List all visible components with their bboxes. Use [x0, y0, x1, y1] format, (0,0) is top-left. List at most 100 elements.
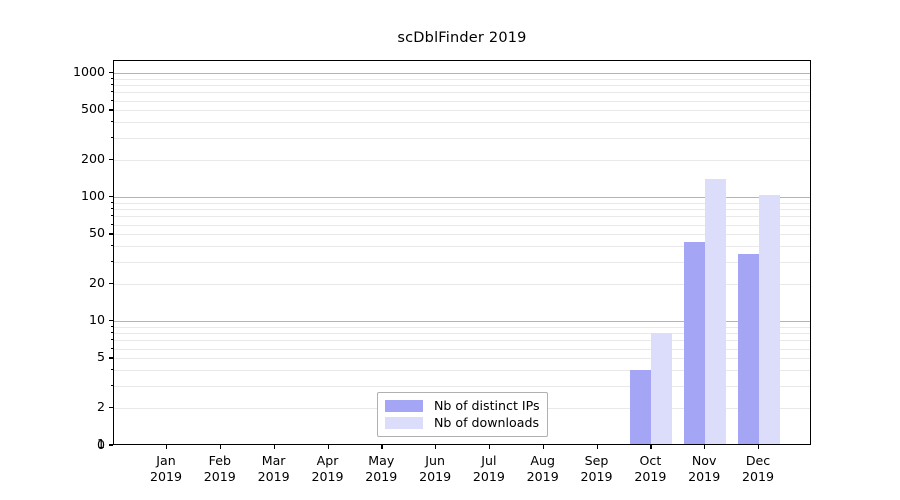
y-axis-minor-tick-mark — [110, 260, 113, 262]
x-axis-tick-label: Apr 2019 — [298, 453, 358, 484]
chart-legend: Nb of distinct IPs Nb of downloads — [377, 392, 548, 437]
x-tick-month: Jan — [156, 453, 176, 468]
y-axis-minor-tick-mark — [110, 339, 113, 341]
y-axis-minor-tick-mark — [110, 91, 113, 93]
x-axis-tick-mark — [435, 445, 437, 449]
y-axis-minor-tick-mark — [110, 223, 113, 225]
x-tick-year: 2019 — [149, 468, 183, 484]
y-axis-tick-label: 0 — [96, 437, 105, 452]
x-tick-year: 2019 — [419, 468, 452, 484]
gridline-minor — [114, 370, 810, 372]
bar-downloads — [759, 195, 780, 444]
gridline-minor — [114, 159, 810, 161]
gridline-major — [114, 73, 810, 74]
chart-title: scDblFinder 2019 — [397, 30, 527, 46]
y-axis-tick-label: 1000 — [72, 64, 105, 79]
x-axis-tick-mark — [650, 445, 652, 449]
gridline-minor — [114, 246, 810, 248]
x-tick-year: 2019 — [526, 468, 559, 484]
x-tick-month: Nov — [691, 453, 717, 468]
x-tick-year: 2019 — [257, 468, 290, 484]
y-axis-minor-tick-mark — [110, 369, 113, 371]
y-axis-tick-mark — [109, 282, 113, 284]
x-tick-month: Apr — [316, 453, 339, 468]
bar-distinct-ips — [738, 253, 759, 444]
gridline-minor — [114, 340, 810, 342]
y-axis-tick-mark — [109, 72, 113, 74]
legend-item: Nb of distinct IPs — [385, 397, 540, 414]
y-axis-tick-mark — [109, 233, 113, 235]
x-axis-tick-label: May 2019 — [351, 453, 411, 484]
x-axis-tick-label: Jul 2019 — [459, 453, 519, 484]
y-axis-tick-label: 2 — [96, 398, 105, 414]
gridline-minor — [114, 234, 810, 236]
y-axis-minor-tick-mark — [110, 136, 113, 138]
y-axis-minor-tick-mark — [110, 384, 113, 386]
x-axis-tick-mark — [704, 445, 706, 449]
x-tick-month: Aug — [530, 453, 555, 468]
x-axis-tick-mark — [381, 445, 383, 449]
y-axis-minor-tick-mark — [110, 99, 113, 101]
x-axis-tick-label: Jan 2019 — [136, 453, 196, 484]
x-tick-year: 2019 — [311, 468, 344, 484]
x-axis-tick-mark — [327, 445, 329, 449]
x-tick-year: 2019 — [365, 468, 398, 484]
x-axis-tick-label: Jun 2019 — [405, 453, 465, 484]
y-axis-tick-mark — [109, 109, 113, 111]
bar-downloads — [705, 179, 727, 444]
y-axis-minor-tick-mark — [110, 77, 113, 79]
gridline-minor — [114, 333, 810, 334]
y-axis-tick-label: 5 — [96, 349, 105, 365]
y-axis-tick-mark — [109, 158, 113, 160]
y-axis-tick-label: 10 — [88, 312, 105, 327]
legend-swatch-ips — [385, 399, 423, 412]
x-axis-tick-label: Aug 2019 — [513, 453, 573, 484]
x-axis-tick-label: Dec 2019 — [728, 453, 788, 484]
legend-label: Nb of downloads — [434, 415, 540, 430]
x-tick-year: 2019 — [688, 468, 721, 484]
gridline-minor — [114, 348, 810, 350]
y-axis-minor-tick-mark — [110, 208, 113, 209]
x-tick-month: Jul — [481, 453, 497, 468]
x-tick-year: 2019 — [203, 468, 236, 484]
x-tick-month: Jun — [425, 453, 445, 468]
x-axis-tick-label: Nov 2019 — [674, 453, 734, 484]
legend-swatch-dl — [385, 416, 423, 429]
gridline-minor — [114, 137, 810, 139]
gridline-minor — [114, 202, 810, 204]
x-tick-month: Oct — [639, 453, 662, 468]
x-axis-tick-label: Oct 2019 — [620, 453, 680, 484]
y-axis-minor-tick-mark — [110, 245, 113, 247]
y-axis-tick-mark — [109, 406, 113, 408]
y-axis-tick-mark — [109, 444, 113, 446]
y-axis-tick-label: 100 — [80, 188, 105, 203]
y-axis-tick-mark — [109, 196, 113, 198]
x-axis-tick-mark — [219, 445, 222, 449]
x-tick-month: May — [368, 453, 395, 468]
gridline-major — [114, 321, 810, 322]
y-axis-tick-mark — [109, 357, 113, 359]
x-tick-month: Sep — [584, 453, 609, 468]
y-axis-minor-tick-mark — [110, 84, 113, 85]
legend-item: Nb of downloads — [385, 414, 540, 431]
plot-area — [113, 60, 811, 445]
gridline-minor — [114, 261, 810, 263]
y-axis-minor-tick-mark — [110, 347, 113, 349]
gridline-minor — [114, 100, 810, 102]
gridline-minor — [114, 283, 810, 285]
bar-downloads — [651, 333, 673, 444]
bar-distinct-ips — [684, 242, 706, 444]
x-axis-tick-mark — [542, 445, 544, 449]
y-axis-tick-label: 50 — [88, 225, 105, 241]
x-axis-tick-label: Sep 2019 — [567, 453, 627, 484]
y-axis-minor-tick-mark — [110, 332, 113, 333]
x-tick-year: 2019 — [580, 468, 613, 484]
gridline-minor — [114, 122, 810, 124]
y-axis-minor-tick-mark — [110, 121, 113, 123]
gridline-minor — [114, 326, 810, 328]
x-tick-year: 2019 — [634, 468, 667, 484]
y-axis-tick-label: 500 — [80, 101, 105, 117]
gridline-minor — [114, 92, 810, 94]
gridline-minor — [114, 85, 810, 86]
